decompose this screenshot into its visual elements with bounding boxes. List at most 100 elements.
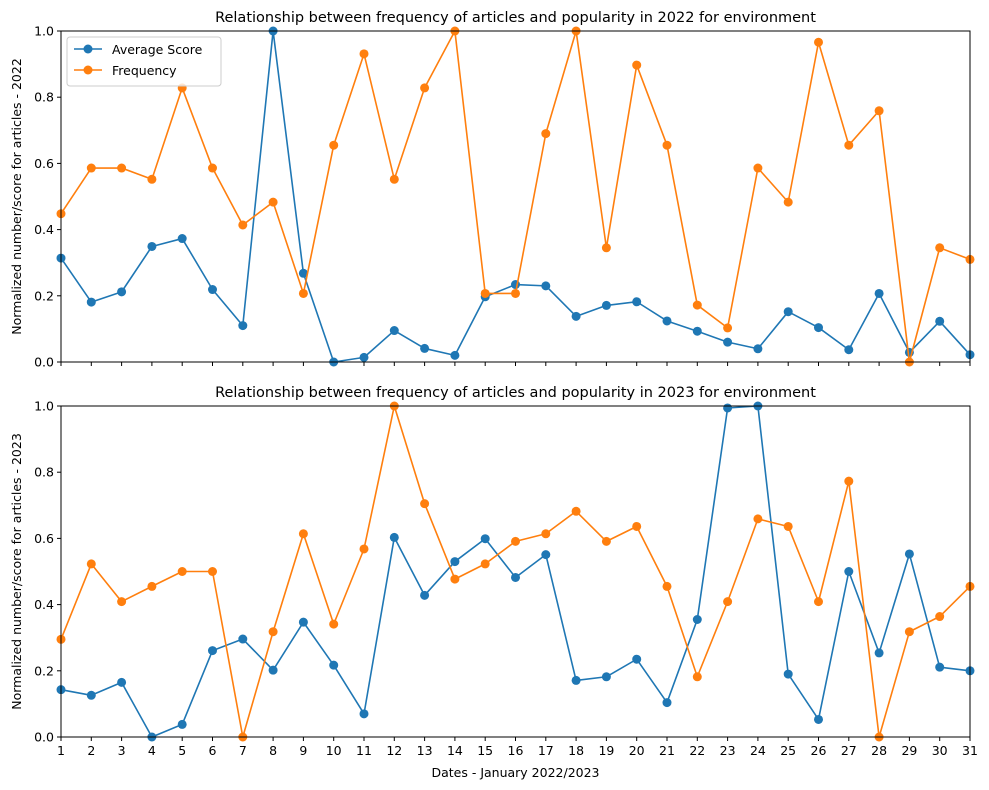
data-point-average-score-2022 — [208, 285, 217, 295]
data-point-average-score-2023 — [874, 648, 884, 658]
data-point-average-score-2023 — [935, 662, 945, 672]
y-axis-ticks-2023: 0.0 0.2 0.4 0.6 0.8 1.0 — [34, 399, 61, 745]
x-tick-label-2023: 14 — [447, 743, 463, 758]
data-point-frequency-2022 — [632, 60, 642, 70]
data-point-frequency-2023 — [208, 567, 217, 576]
data-point-average-score-2023 — [117, 677, 127, 687]
legend-label-average-score: Average Score — [112, 42, 203, 57]
data-point-average-score-2023 — [723, 403, 733, 413]
x-tick-label-2023: 24 — [750, 743, 766, 758]
data-point-average-score-2022 — [662, 316, 672, 326]
x-tick-label-2023: 9 — [299, 743, 307, 758]
data-point-frequency-2022 — [844, 140, 854, 150]
data-point-frequency-2022 — [389, 174, 399, 184]
data-point-average-score-2023 — [86, 690, 96, 700]
data-point-frequency-2023 — [571, 506, 581, 516]
plot-frame-2022 — [60, 30, 971, 363]
data-point-average-score-2022 — [177, 234, 187, 244]
data-point-frequency-2022 — [601, 243, 611, 253]
x-tick-label-2023: 15 — [477, 743, 493, 758]
data-point-frequency-2022 — [117, 163, 127, 173]
data-point-average-score-2023 — [601, 672, 611, 682]
x-tick-label-2023: 30 — [932, 743, 948, 758]
data-point-average-score-2023 — [783, 669, 793, 679]
data-point-frequency-2023 — [541, 529, 551, 539]
data-point-average-score-2022 — [874, 288, 884, 298]
y-axis-label-2023: Normalized number/score for articles - 2… — [9, 433, 24, 710]
data-point-frequency-2023 — [359, 544, 369, 554]
data-point-frequency-2022 — [480, 288, 490, 298]
data-point-frequency-2022 — [814, 37, 823, 47]
data-point-frequency-2022 — [692, 300, 702, 310]
y-tick-label-2022: 0.8 — [34, 90, 54, 105]
data-point-frequency-2023 — [298, 529, 308, 539]
y-tick-label-2023: 0.8 — [34, 465, 54, 480]
data-point-average-score-2022 — [783, 307, 793, 317]
data-point-frequency-2022 — [329, 140, 339, 150]
data-point-average-score-2022 — [541, 281, 551, 291]
x-tick-label-2023: 19 — [598, 743, 614, 758]
data-point-frequency-2022 — [238, 220, 248, 230]
y-tick-label-2022: 0.0 — [34, 355, 54, 370]
legend-box — [66, 36, 222, 87]
data-point-average-score-2022 — [117, 287, 127, 297]
data-point-frequency-2023 — [177, 567, 187, 576]
data-point-frequency-2023 — [450, 574, 460, 584]
data-point-frequency-2022 — [541, 129, 551, 139]
x-tick-label-2023: 5 — [178, 743, 186, 758]
data-point-frequency-2023 — [601, 536, 611, 546]
y-tick-label-2022: 0.4 — [34, 222, 54, 237]
chart-title-2023: Relationship between frequency of articl… — [215, 385, 816, 401]
x-tick-label-2023: 4 — [148, 743, 156, 758]
data-point-average-score-2022 — [420, 343, 430, 353]
plot-frame-2023 — [60, 405, 971, 738]
x-tick-label-2023: 22 — [689, 743, 705, 758]
data-point-average-score-2022 — [359, 352, 369, 362]
data-point-average-score-2023 — [208, 646, 217, 656]
data-point-average-score-2023 — [571, 675, 581, 685]
x-tick-label-2023: 7 — [239, 743, 247, 758]
series-group-2023 — [56, 401, 975, 742]
data-point-frequency-2023 — [814, 597, 823, 607]
y-tick-label-2023: 0.0 — [34, 730, 54, 745]
data-point-frequency-2023 — [480, 559, 490, 569]
x-tick-label-2023: 6 — [209, 743, 217, 758]
y-tick-label-2022: 1.0 — [34, 24, 54, 39]
data-point-average-score-2023 — [662, 698, 672, 708]
data-point-average-score-2022 — [692, 326, 702, 336]
data-point-frequency-2023 — [511, 536, 520, 546]
data-point-average-score-2023 — [844, 567, 854, 576]
data-point-frequency-2023 — [632, 521, 642, 531]
data-point-frequency-2023 — [117, 597, 127, 607]
data-point-frequency-2022 — [208, 163, 217, 173]
data-point-average-score-2022 — [450, 350, 460, 360]
data-point-average-score-2023 — [389, 532, 399, 542]
data-point-frequency-2023 — [844, 476, 854, 486]
data-point-frequency-2022 — [420, 83, 430, 93]
x-tick-label-2023: 16 — [508, 743, 524, 758]
data-point-frequency-2023 — [692, 672, 702, 682]
x-tick-label-2023: 17 — [538, 743, 554, 758]
data-point-frequency-2023 — [86, 559, 96, 569]
y-axis-ticks-2022: 0.0 0.2 0.4 0.6 0.8 1.0 — [34, 24, 61, 370]
data-point-average-score-2023 — [329, 660, 339, 670]
y-tick-label-2022: 0.6 — [34, 156, 54, 171]
y-tick-label-2023: 0.2 — [34, 663, 54, 678]
x-tick-label-2023: 28 — [871, 743, 887, 758]
data-point-frequency-2022 — [359, 49, 369, 59]
x-axis-ticks-2022 — [60, 362, 971, 366]
data-point-frequency-2023 — [935, 612, 945, 622]
y-tick-label-2023: 1.0 — [34, 399, 54, 414]
legend: Average Score Frequency — [66, 36, 222, 87]
data-point-average-score-2023 — [177, 719, 187, 729]
data-point-average-score-2022 — [238, 321, 248, 331]
data-point-average-score-2022 — [723, 337, 733, 347]
data-point-average-score-2023 — [814, 714, 823, 724]
data-point-average-score-2023 — [632, 654, 642, 664]
data-point-frequency-2023 — [268, 627, 278, 637]
x-axis-ticks-2023: 1 2 3 4 5 6 7 8 9 10 11 12 13 14 15 16 17 18 19 20 21 22 23 24 2… — [57, 737, 978, 758]
data-point-average-score-2022 — [86, 297, 96, 307]
x-tick-label-2023: 26 — [811, 743, 827, 758]
data-point-average-score-2023 — [480, 534, 490, 544]
data-point-frequency-2022 — [147, 174, 157, 184]
